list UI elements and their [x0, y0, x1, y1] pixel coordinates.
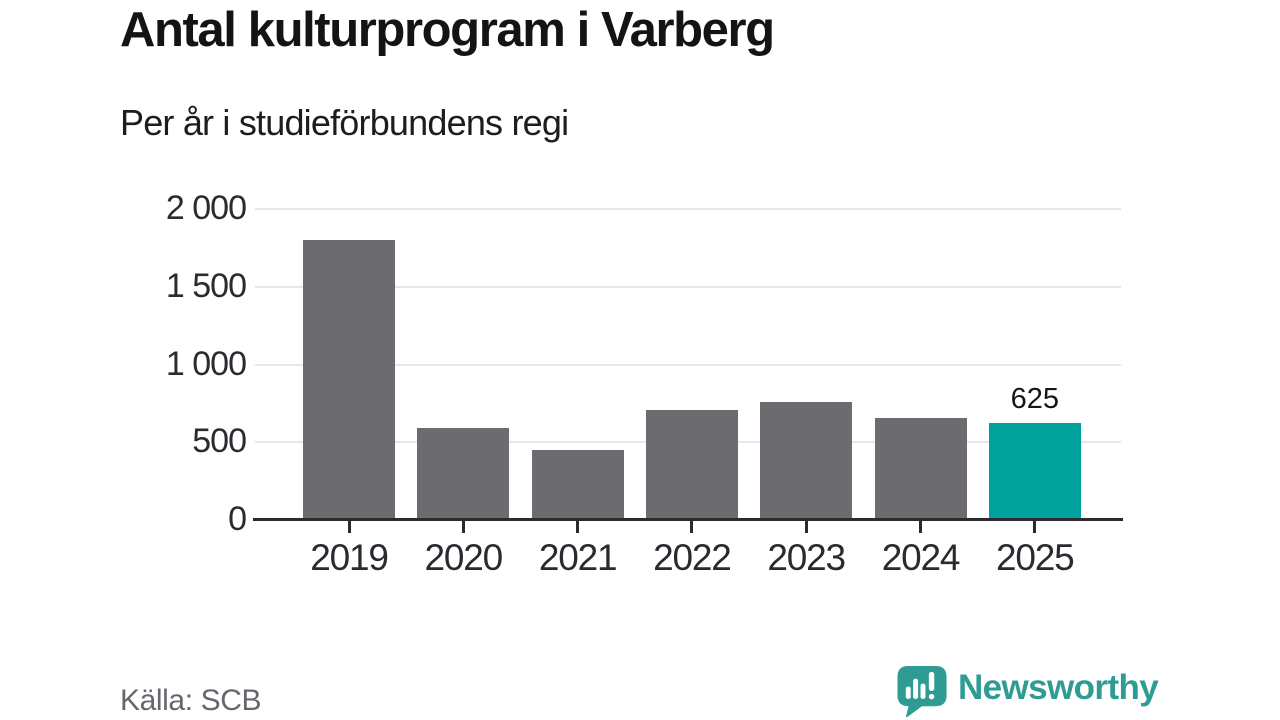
bar-2019 — [303, 240, 395, 520]
x-axis-tick-2024 — [919, 521, 922, 533]
y-axis-tick-label: 1 500 — [165, 266, 247, 305]
bar-2024 — [874, 418, 967, 520]
bar-2025 — [988, 422, 1081, 520]
bar-value-label-2025: 625 — [1010, 382, 1059, 415]
x-axis-label-2019: 2019 — [310, 537, 389, 578]
x-axis-tick-2025 — [1033, 521, 1037, 533]
bar-2023 — [760, 401, 853, 520]
x-axis-label-2020: 2020 — [424, 537, 504, 578]
y-axis-tick-label: 0 — [228, 500, 247, 538]
brand-logo: Newsworthy — [896, 664, 1159, 718]
gridline-1500 — [255, 285, 1121, 288]
bar-2020 — [417, 428, 510, 520]
x-axis-label-2023: 2023 — [767, 537, 846, 578]
x-axis-label-2022: 2022 — [653, 537, 732, 578]
x-axis-line — [253, 518, 1123, 521]
y-axis-tick-label: 500 — [192, 422, 247, 461]
source-note: Källa: SCB — [120, 684, 262, 717]
x-axis-tick-2023 — [804, 521, 808, 533]
y-axis-tick-label: 2 000 — [165, 189, 247, 227]
x-axis-tick-2021 — [576, 521, 580, 533]
bar-2021 — [531, 450, 624, 520]
bar-2022 — [645, 410, 738, 520]
x-axis-label-2025: 2025 — [996, 537, 1075, 578]
x-axis-label-2024: 2024 — [881, 537, 961, 578]
brand-name: Newsworthy — [958, 668, 1159, 707]
gridline-1000 — [255, 363, 1121, 366]
y-axis-tick-label: 1 000 — [165, 344, 247, 383]
gridline-2000 — [255, 208, 1121, 210]
chart-title: Antal kulturprogram i Varberg — [120, 3, 775, 57]
x-axis-tick-2020 — [461, 521, 465, 533]
x-axis-label-2021: 2021 — [538, 537, 618, 578]
bar-chart-speech-bubble-icon — [897, 665, 947, 717]
chart-subtitle: Per år i studieförbundens regi — [120, 102, 569, 143]
x-axis-tick-2022 — [690, 521, 694, 533]
x-axis-tick-2019 — [347, 521, 351, 533]
